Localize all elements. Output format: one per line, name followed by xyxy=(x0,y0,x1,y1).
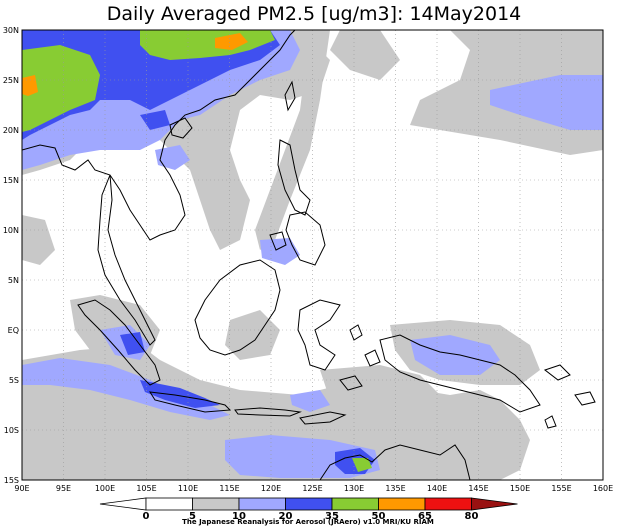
coastlines xyxy=(22,30,596,480)
x-tick-label: 115E xyxy=(219,484,239,493)
y-tick-label: 30N xyxy=(3,26,19,35)
colorbar-label: 65 xyxy=(418,511,432,522)
x-tick-label: 90E xyxy=(14,484,29,493)
colorbar-label: 80 xyxy=(465,511,479,522)
x-tick-label: 95E xyxy=(56,484,71,493)
colorbar-segment xyxy=(285,497,333,511)
x-tick-label: 105E xyxy=(136,484,156,493)
y-tick-label: 15N xyxy=(3,176,19,185)
map-title: Daily Averaged PM2.5 [ug/m3]: 14May2014 xyxy=(107,3,522,25)
y-tick-label: 5N xyxy=(8,276,19,285)
colorbar-label: 50 xyxy=(372,511,386,522)
colorbar-segment xyxy=(331,497,379,511)
colorbar-label: 10 xyxy=(232,511,246,522)
pm25-shading xyxy=(22,30,603,480)
x-tick-label: 160E xyxy=(593,484,613,493)
x-tick-label: 130E xyxy=(344,484,364,493)
colorbar-segment xyxy=(238,497,286,511)
y-tick-label: 25N xyxy=(3,76,19,85)
colorbar-segment xyxy=(378,497,426,511)
x-tick-label: 110E xyxy=(178,484,198,493)
colorbar-segment xyxy=(471,497,518,511)
colorbar-label: 20 xyxy=(279,511,293,522)
x-axis-labels: 90E 95E 100E 105E 110E 115E 120E 125E 130E 135E 14… xyxy=(14,484,613,493)
colorbar-label: 35 xyxy=(325,511,339,522)
x-tick-label: 145E xyxy=(468,484,488,493)
y-axis-labels: 30N 25N 20N 15N 10N 5N EQ 5S 10S 15S xyxy=(3,26,19,485)
colorbar-label: 0 xyxy=(143,511,150,522)
graticule xyxy=(22,30,603,480)
x-tick-label: 150E xyxy=(510,484,530,493)
y-tick-label: 5S xyxy=(9,376,19,385)
y-tick-label: 10N xyxy=(3,226,19,235)
colorbar-segment xyxy=(424,497,472,511)
y-tick-label: 10S xyxy=(4,426,19,435)
x-tick-label: 140E xyxy=(427,484,447,493)
colorbar-segment xyxy=(192,497,240,511)
colorbar-segment xyxy=(145,497,193,511)
colorbar-label: 5 xyxy=(189,511,196,522)
colorbar-segment xyxy=(99,497,147,511)
x-tick-label: 135E xyxy=(385,484,405,493)
y-tick-label: EQ xyxy=(8,326,19,335)
y-tick-label: 20N xyxy=(3,126,19,135)
x-tick-label: 120E xyxy=(261,484,281,493)
map-frame xyxy=(21,29,604,481)
y-tick-label: 15S xyxy=(4,476,19,485)
x-tick-label: 155E xyxy=(551,484,571,493)
x-tick-label: 100E xyxy=(95,484,115,493)
colorbar: 0 5 10 20 35 50 65 80 xyxy=(99,497,518,522)
x-tick-label: 125E xyxy=(302,484,322,493)
credit-text: The Japanese Reanalysis for Aerosol (JRA… xyxy=(182,518,434,526)
